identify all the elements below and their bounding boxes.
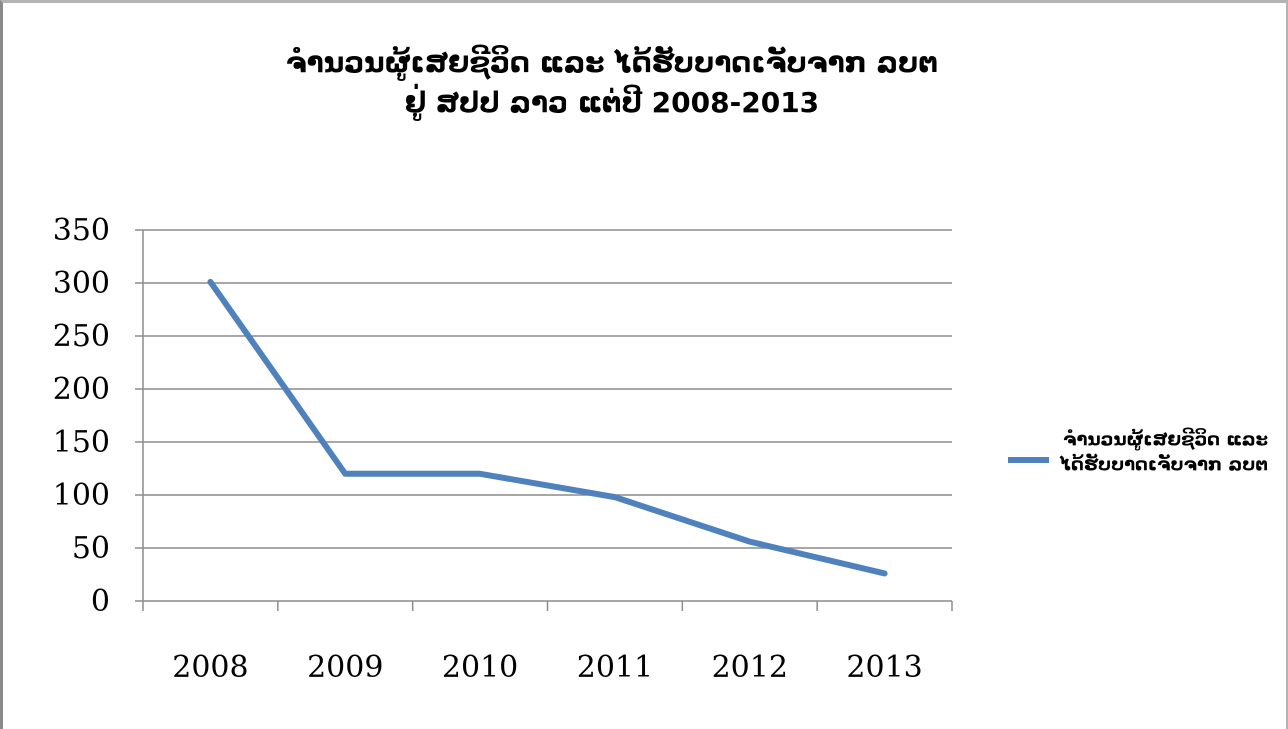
y-tick-label: 250 (53, 319, 110, 354)
legend: ຈຳນວນຜູ້ເສຍຊີວິດ ແລະ ໄດ້ຮັບບາດເຈັບຈາກ ລບ… (1008, 428, 1268, 475)
y-tick-label: 0 (91, 584, 110, 619)
gridlines (143, 229, 952, 549)
x-tick-label: 2012 (712, 650, 788, 685)
chart-title-line-1: ຈຳນວນຜູ້ເສຍຊີວິດ ແລະ ໄດ້ຮັບບາດເຈັບຈາກ ລບ… (286, 44, 938, 81)
x-tick-labels: 2008 2009 2010 2011 2012 2013 (172, 650, 923, 685)
series-lines (207, 278, 888, 577)
axes (135, 229, 953, 611)
x-tick-label: 2013 (846, 650, 922, 685)
y-tick-label: 50 (72, 531, 110, 566)
chart-title-line-2: ຢູ່ ສປປ ລາວ ແຕ່ປີ 2008-2013 (405, 83, 819, 121)
y-tick-labels: 0 50 100 150 200 250 300 350 (53, 213, 110, 619)
y-tick-label: 350 (53, 213, 110, 248)
x-tick-label: 2009 (307, 650, 383, 685)
legend-label-line-1: ຈຳນວນຜູ້ເສຍຊີວິດ ແລະ (1063, 428, 1268, 451)
legend-label-line-2: ໄດ້ຮັບບາດເຈັບຈາກ ລບຕ (1059, 453, 1268, 475)
chart-title: ຈຳນວນຜູ້ເສຍຊີວິດ ແລະ ໄດ້ຮັບບາດເຈັບຈາກ ລບ… (286, 44, 938, 121)
series-line (207, 278, 888, 577)
y-tick-label: 150 (53, 425, 110, 460)
y-tick-label: 200 (53, 372, 110, 407)
y-tick-label: 100 (53, 478, 110, 513)
x-tick-label: 2008 (172, 650, 248, 685)
x-tick-label: 2010 (442, 650, 518, 685)
x-tick-label: 2011 (577, 650, 653, 685)
y-tick-label: 300 (53, 266, 110, 301)
